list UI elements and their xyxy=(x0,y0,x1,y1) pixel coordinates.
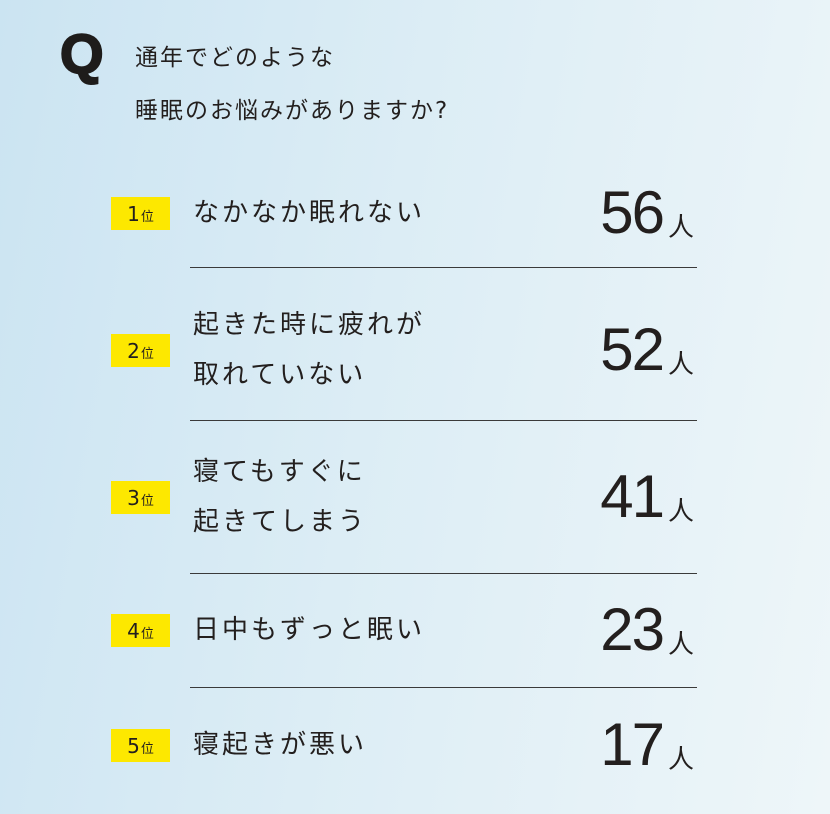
rank-number: 3 xyxy=(127,485,140,510)
answer-label: 寝てもすぐに 起きてしまう xyxy=(193,447,367,547)
rank-suffix: 位 xyxy=(140,742,154,757)
question-mark-logo: Q xyxy=(59,22,105,85)
divider xyxy=(190,420,697,421)
answer-count: 56 xyxy=(600,179,665,246)
answer-line: 寝てもすぐに xyxy=(193,457,366,487)
answer-label: 起きた時に疲れが 取れていない xyxy=(193,300,425,400)
answer-line: 寝起きが悪い xyxy=(193,730,368,760)
question-line-2: 睡眠のお悩みがありますか? xyxy=(135,98,450,124)
divider xyxy=(190,687,697,688)
answer-line: 日中もずっと眠い xyxy=(193,615,426,645)
answer-count: 17 xyxy=(600,711,665,778)
rank-suffix: 位 xyxy=(140,494,154,509)
answer-unit: 人 xyxy=(668,497,695,527)
answer-count: 52 xyxy=(600,316,665,383)
answer-line: 取れていない xyxy=(193,360,367,390)
answer-count: 41 xyxy=(600,463,665,530)
answer-unit: 人 xyxy=(668,745,695,775)
answer-line: 起きた時に疲れが xyxy=(193,310,426,340)
rank-number: 5 xyxy=(127,733,140,758)
answer-unit: 人 xyxy=(668,350,695,380)
question-title: 通年でどのような 睡眠のお悩みがありますか? xyxy=(135,32,449,138)
rank-number: 2 xyxy=(127,338,140,363)
answer-label: なかなか眠れない xyxy=(193,188,425,238)
rank-number: 1 xyxy=(127,201,140,226)
answer-line: なかなか眠れない xyxy=(193,198,426,228)
divider xyxy=(190,573,697,574)
answer-unit: 人 xyxy=(668,213,695,243)
answer-unit: 人 xyxy=(668,630,695,660)
question-line-1: 通年でどのような xyxy=(135,45,335,71)
rank-number: 4 xyxy=(127,618,140,643)
answer-count: 23 xyxy=(600,596,665,663)
answer-line: 起きてしまう xyxy=(193,507,368,537)
rank-suffix: 位 xyxy=(140,347,154,362)
answer-label: 日中もずっと眠い xyxy=(193,605,425,655)
divider xyxy=(190,267,697,268)
rank-suffix: 位 xyxy=(140,210,154,225)
answer-label: 寝起きが悪い xyxy=(193,720,367,770)
rank-suffix: 位 xyxy=(140,627,154,642)
